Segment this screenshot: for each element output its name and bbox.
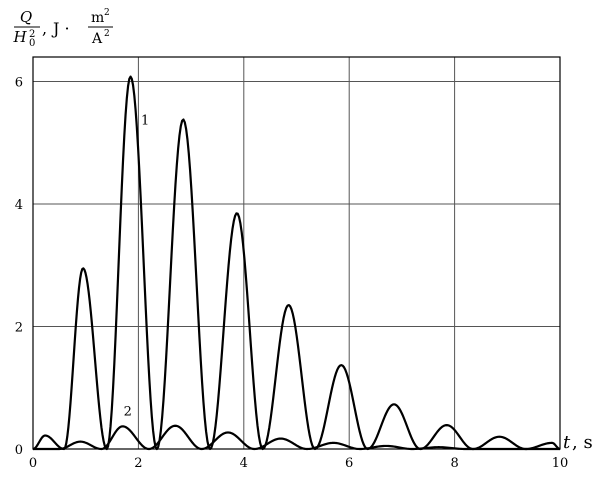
ylabel-denominator-sub: 0 [29, 38, 35, 49]
tick-labels: 0 2 4 6 8 10 0 2 4 6 [15, 76, 569, 472]
ylabel-unit-denominator: A [91, 31, 103, 47]
ylabel-denominator-base: H [12, 28, 27, 46]
x-axis-label: t , s [563, 432, 593, 453]
series-1-label: 1 [141, 113, 149, 128]
ylabel-unit-denominator-sup: 2 [104, 29, 110, 39]
x-tick-label: 2 [134, 456, 142, 471]
ylabel-unit-prefix: J · [51, 19, 70, 38]
plot-frame [32, 56, 561, 450]
x-tick-label: 6 [345, 456, 353, 471]
series-1-line [32, 75, 561, 451]
xlabel-symbol: t [563, 432, 571, 453]
ylabel-unit-numerator-sup: 2 [104, 8, 110, 18]
ylabel-numerator: Q [20, 8, 32, 26]
x-tick-label: 0 [29, 456, 37, 471]
ylabel-denominator-sup: 2 [29, 29, 35, 40]
y-axis-label: Q H 2 0 , J · m 2 A 2 [12, 8, 113, 49]
curve-labels: 12 [124, 113, 150, 419]
xlabel-unit: , s [572, 432, 593, 453]
curves [32, 75, 561, 451]
x-tick-label: 4 [240, 456, 248, 471]
ylabel-separator: , [42, 19, 47, 38]
y-tick-label: 4 [15, 198, 23, 213]
y-tick-label: 0 [15, 443, 23, 458]
x-tick-label: 8 [450, 456, 458, 471]
x-tick-label: 10 [552, 456, 569, 471]
series-2-label: 2 [124, 404, 132, 419]
y-tick-label: 6 [15, 76, 23, 91]
y-tick-label: 2 [15, 321, 23, 336]
ylabel-unit-numerator: m [91, 10, 104, 26]
